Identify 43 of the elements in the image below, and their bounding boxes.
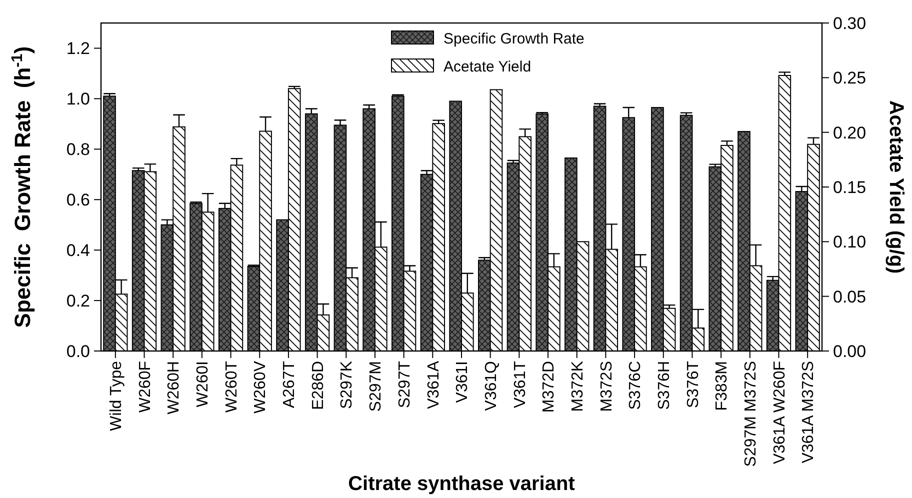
x-tick-label: E286D (310, 361, 327, 410)
x-tick-label: V361I (454, 361, 472, 403)
x-tick-label: S376C (627, 361, 644, 410)
y-tick-label: 0.6 (66, 190, 90, 210)
x-tick-label: M372K (569, 360, 586, 412)
x-tick-label: S376T (684, 360, 702, 408)
x-tick-label: W260T (223, 360, 240, 413)
x-tick-label: W260F (136, 360, 154, 413)
y2-tick-label: 0.20 (833, 123, 866, 142)
x-tick-label: W260V (252, 360, 270, 414)
y2-tick-label: 0.10 (833, 232, 866, 252)
x-tick-label: A267T (281, 360, 298, 408)
y2-tick-label: 0.15 (833, 178, 866, 197)
x-tick-label: V361T (512, 360, 529, 408)
y-tick-label: 1.0 (66, 90, 90, 109)
legend-label: Acetate Yield (444, 58, 532, 76)
x-tick-label: V361A W260F (771, 360, 788, 464)
x-tick-label: S297M (368, 361, 385, 412)
x-tick-label: V361A M372S (800, 361, 818, 464)
y-tick-label: 0.0 (66, 342, 90, 361)
x-tick-label: W260H (166, 361, 183, 414)
x-tick-label: S297T (396, 360, 414, 408)
x-tick-label: M372S (598, 361, 616, 412)
y2-tick-label: 0.00 (833, 342, 866, 361)
x-axis-title: Citrate synthase variant (348, 473, 576, 495)
x-tick-label: S297M M372S (742, 361, 760, 467)
y2-axis-title: Acetate Yield (g/g) (885, 100, 907, 274)
y-tick-label: 0.8 (66, 140, 90, 160)
x-tick-label: F383M (714, 361, 731, 411)
y2-tick-label: 0.25 (833, 68, 866, 88)
x-tick-label: V361Q (482, 361, 500, 411)
y2-tick-label: 0.30 (833, 14, 866, 33)
x-tick-label: S297K (338, 360, 356, 410)
legend-label: Specific Growth Rate (444, 30, 584, 48)
y-tick-label: 0.2 (66, 291, 90, 310)
x-tick-label: M372D (540, 361, 558, 413)
x-tick-label: Wild Type (108, 360, 126, 431)
x-tick-label: V361A (425, 360, 442, 410)
y-tick-label: 0.4 (66, 241, 90, 260)
x-tick-label: W260I (194, 361, 212, 408)
y-tick-label: 1.2 (66, 39, 90, 58)
x-tick-label: S376H (656, 361, 673, 410)
y2-tick-label: 0.05 (833, 287, 866, 306)
